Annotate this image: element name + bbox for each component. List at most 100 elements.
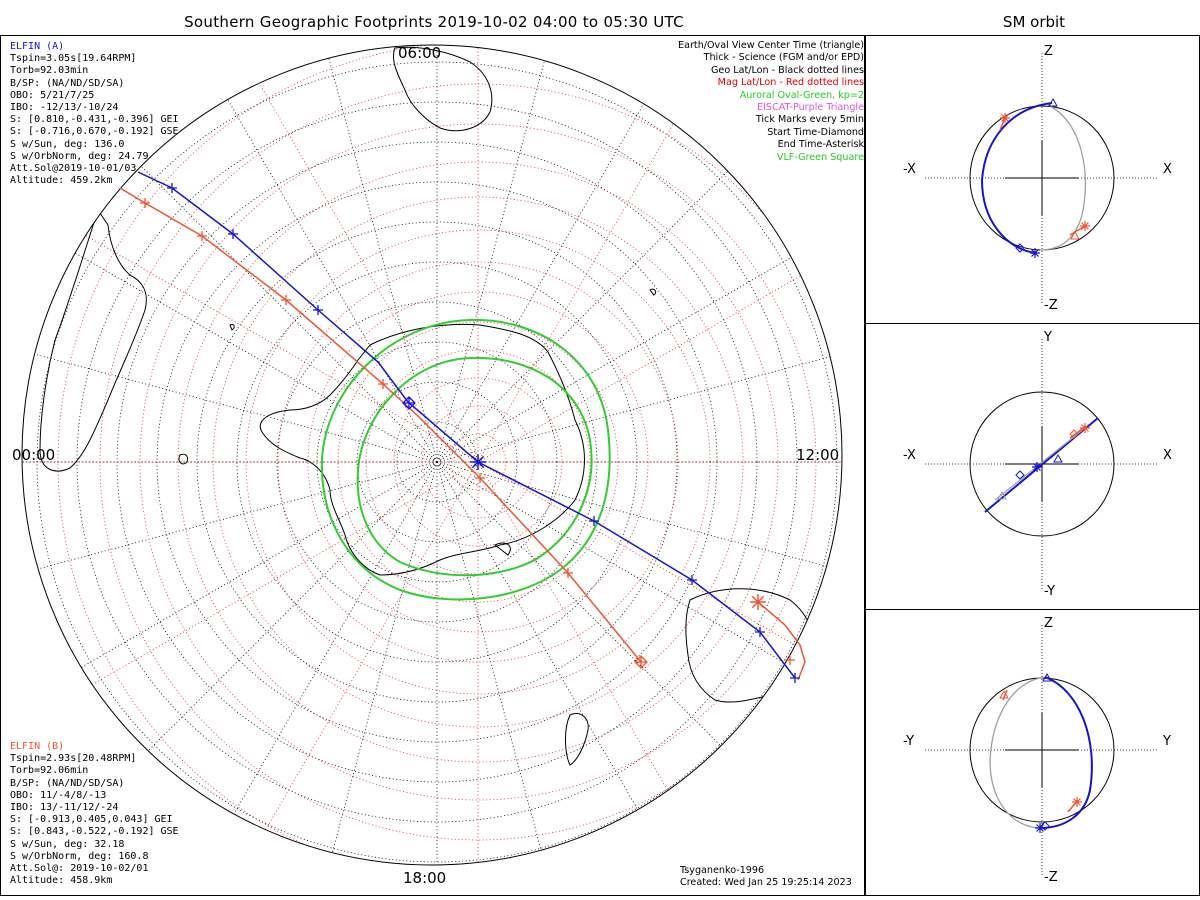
elfin-a-line: Torb=92.03min	[10, 65, 89, 77]
legend-item: Geo Lat/Lon - Black dotted lines	[710, 64, 864, 76]
credit-model: Tsyganenko-1996	[680, 865, 765, 876]
sm-label-top: Y	[1044, 330, 1052, 345]
sm-label-right: Y	[1163, 734, 1171, 749]
start-diamond	[402, 396, 416, 410]
tick-mark	[755, 627, 765, 637]
hour-label-right: 12:00	[796, 446, 840, 464]
legend-item: Earth/Oval View Center Time (triangle)	[678, 40, 864, 51]
sm-label-left: -X	[903, 448, 916, 463]
tasmania-coast	[779, 717, 801, 742]
elfin-a-track	[137, 171, 796, 679]
sm-label-bottom: -Z	[1044, 870, 1058, 885]
auroral-oval-inner	[356, 356, 593, 577]
africa-coast	[392, 46, 493, 132]
legend-item: Auroral Oval-Green, kp=2	[739, 89, 864, 101]
diamond-marker	[1069, 429, 1079, 439]
geo-meridian	[111, 461, 438, 788]
tick-mark	[563, 568, 573, 578]
elfin-a-line: S: [-0.716,0.670,-0.192] GSE	[10, 126, 179, 138]
diamond-marker	[1015, 470, 1025, 480]
legend-item: Tick Marks every 5min	[755, 114, 864, 126]
orbit-red	[1069, 225, 1086, 236]
triangle-marker	[1048, 97, 1058, 107]
credit-created: Created: Wed Jan 25 19:25:14 2023	[680, 877, 852, 888]
elfin-b-track	[119, 187, 642, 663]
diamond-marker	[1015, 243, 1025, 253]
elfin-b-lines: Tspin=2.93s[20.48RPM] Torb=92.06min B/SP: …	[10, 753, 179, 887]
elfin-a-name: ELFIN (A)	[10, 41, 65, 52]
tick-mark	[197, 231, 207, 241]
geo-meridian	[436, 136, 763, 463]
mag-lat-circle	[177, 161, 779, 763]
elfin-a-info: ELFIN (A) Tspin=3.05s[19.64RPM] Torb=92.0…	[10, 41, 179, 187]
elfin-b-line: S w/OrbNorm, deg: 160.8	[10, 850, 149, 862]
orbit-red	[999, 117, 1006, 131]
elfin-a-line: B/SP: (NA/ND/SD/SA)	[10, 77, 125, 89]
elfin-b-line: Torb=92.06min	[10, 765, 89, 777]
triangle-marker	[1042, 672, 1052, 682]
tick-mark	[785, 655, 795, 665]
sm-label-right: X	[1163, 162, 1172, 177]
mag-meridian	[62, 221, 479, 463]
mag-meridian	[237, 46, 479, 463]
orbit-blue	[980, 102, 1053, 254]
mag-lat-circle	[212, 196, 744, 728]
hour-label-left: 00:00	[12, 446, 56, 464]
elfin-a-line: Tspin=3.05s[19.64RPM]	[10, 53, 137, 65]
antarctica-coast	[259, 323, 585, 576]
end-asterisk	[750, 594, 766, 610]
geo-meridian	[317, 45, 438, 463]
mag-meridian	[62, 461, 479, 703]
sm-label-top: Z	[1044, 44, 1053, 59]
end-asterisk	[470, 454, 486, 470]
island-1	[178, 453, 189, 465]
geo-meridian	[206, 461, 438, 861]
geo-meridian	[436, 461, 842, 582]
elfin-b-track-end	[757, 601, 806, 681]
legend-item: VLF-Green Square	[776, 151, 864, 163]
elfin-a-line: OBO: 5/21/7/25	[10, 89, 95, 101]
legend-item: Start Time-Diamond	[767, 126, 864, 138]
asterisk-marker	[1080, 423, 1090, 433]
elfin-a-line: S w/Sun, deg: 136.0	[10, 138, 125, 150]
geo-meridian	[436, 461, 763, 788]
new-zealand-coast	[565, 713, 589, 766]
asterisk-marker	[1000, 113, 1010, 123]
sm-label-bottom: -Z	[1044, 298, 1058, 313]
tick-mark	[589, 516, 599, 526]
elfin-b-line: S: [-0.913,0.405,0.043] GEI	[10, 814, 173, 826]
orbit-blue	[1039, 676, 1093, 829]
geo-meridian	[436, 63, 668, 463]
mag-lat-circle	[307, 291, 649, 633]
orbit-blue	[984, 417, 1099, 513]
sm-label-left: -X	[903, 162, 916, 177]
elfin-a-line: Altitude: 459.2km	[10, 175, 113, 187]
coastlines	[39, 46, 815, 766]
tick-mark	[313, 305, 323, 315]
elfin-b-line: S: [0.843,-0.522,-0.192] GSE	[10, 826, 179, 838]
geo-meridian	[436, 231, 836, 463]
island-3	[649, 288, 657, 296]
hour-label-bottom: 18:00	[403, 869, 447, 887]
elfin-b-line: B/SP: (NA/ND/SD/SA)	[10, 777, 125, 789]
asterisk-marker	[1080, 221, 1090, 231]
asterisk-marker	[1035, 823, 1045, 833]
hour-label-top: 06:00	[398, 44, 442, 62]
elfin-a-line: S w/OrbNorm, deg: 24.79	[10, 150, 149, 162]
sm-label-top: Z	[1044, 616, 1053, 631]
tick-mark	[228, 229, 238, 239]
mag-lat-circle	[139, 123, 817, 801]
tick-mark	[475, 473, 485, 483]
start-diamond	[634, 655, 648, 669]
mag-meridian	[477, 461, 719, 865]
triangle-marker	[1070, 230, 1080, 240]
triangle-marker	[1053, 453, 1063, 463]
globe-limb	[21, 44, 843, 866]
map-frame	[0, 35, 865, 896]
triangle-marker	[999, 689, 1009, 699]
elfin-a-line: IBO: -12/13/-10/24	[10, 102, 119, 114]
sm-orbit-title: SM orbit	[1002, 13, 1066, 31]
elfin-b-info: ELFIN (B) Tspin=2.93s[20.48RPM] Torb=92.0…	[10, 741, 179, 887]
orbit-gray	[1039, 104, 1087, 251]
